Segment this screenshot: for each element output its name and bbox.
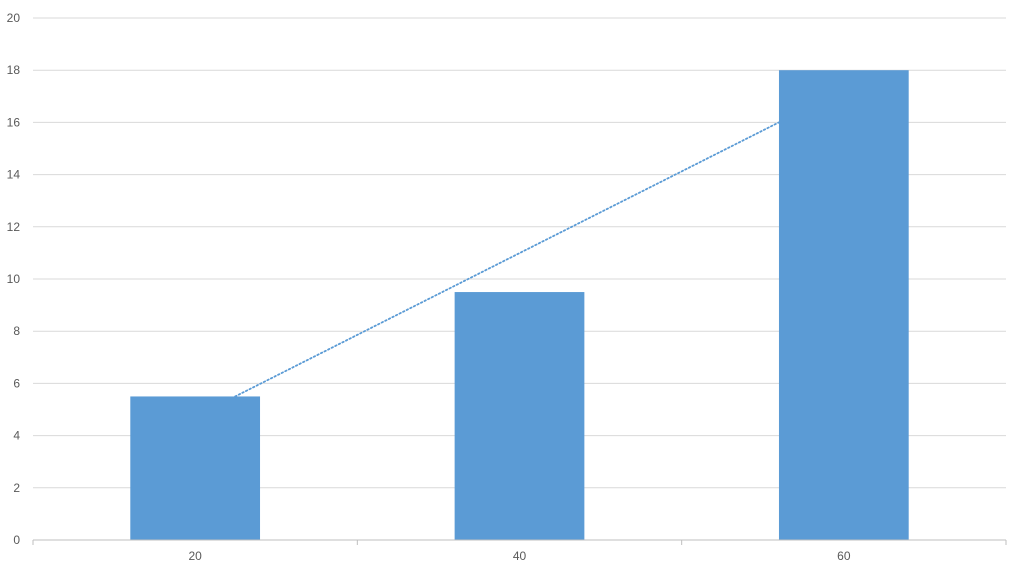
y-tick-label: 20 [7, 11, 21, 25]
y-tick-label: 2 [13, 481, 20, 495]
trendline [234, 121, 780, 398]
y-tick-label: 4 [13, 429, 20, 443]
y-tick-label: 8 [13, 324, 20, 338]
bar-40 [454, 292, 585, 540]
bar-60 [778, 70, 909, 540]
y-axis-ticks: 0 2 4 6 8 10 12 14 16 18 20 [7, 11, 21, 547]
x-tick-label: 40 [513, 549, 527, 563]
x-tick-label: 20 [188, 549, 202, 563]
y-tick-label: 16 [7, 115, 21, 129]
y-tick-label: 12 [7, 220, 21, 234]
y-tick-label: 6 [13, 376, 20, 390]
bar-20 [130, 396, 261, 540]
x-tick-label: 60 [837, 549, 851, 563]
y-tick-label: 10 [7, 272, 21, 286]
x-axis [32, 539, 1007, 545]
y-tick-label: 18 [7, 63, 21, 77]
trendline-group [234, 121, 780, 398]
y-tick-label: 14 [7, 168, 21, 182]
y-tick-label: 0 [13, 533, 20, 547]
bars [130, 70, 909, 540]
x-axis-ticks: 20 40 60 [188, 549, 850, 563]
